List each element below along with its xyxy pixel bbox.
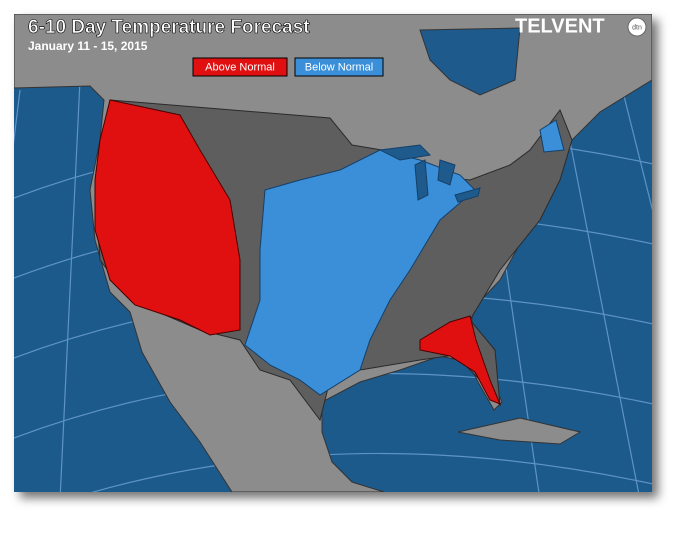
graticule-line xyxy=(619,79,652,211)
legend-label: Above Normal xyxy=(205,61,275,73)
subtitle: January 11 - 15, 2015 xyxy=(28,39,148,53)
map xyxy=(14,14,652,492)
legend-swatch-above xyxy=(192,57,288,77)
great-lakes xyxy=(378,144,481,203)
logo-badge-text: dtn xyxy=(632,24,642,31)
hudson-bay xyxy=(419,27,521,96)
above-normal-west xyxy=(94,99,241,336)
above-normal-southeast xyxy=(419,315,501,405)
graticule-line xyxy=(559,89,640,492)
graticule-line xyxy=(59,79,81,492)
logo-badge xyxy=(627,17,647,37)
lake xyxy=(414,159,429,201)
legend-swatch-below xyxy=(294,57,384,77)
lake xyxy=(437,159,456,186)
logo: TELVENT xyxy=(515,15,605,37)
lake xyxy=(378,144,432,161)
title: 6-10 Day Temperature Forecast xyxy=(28,17,310,38)
lake xyxy=(454,187,481,203)
legend-label: Below Normal xyxy=(305,61,373,73)
below-normal-maine xyxy=(539,119,565,153)
cuba xyxy=(457,417,582,445)
